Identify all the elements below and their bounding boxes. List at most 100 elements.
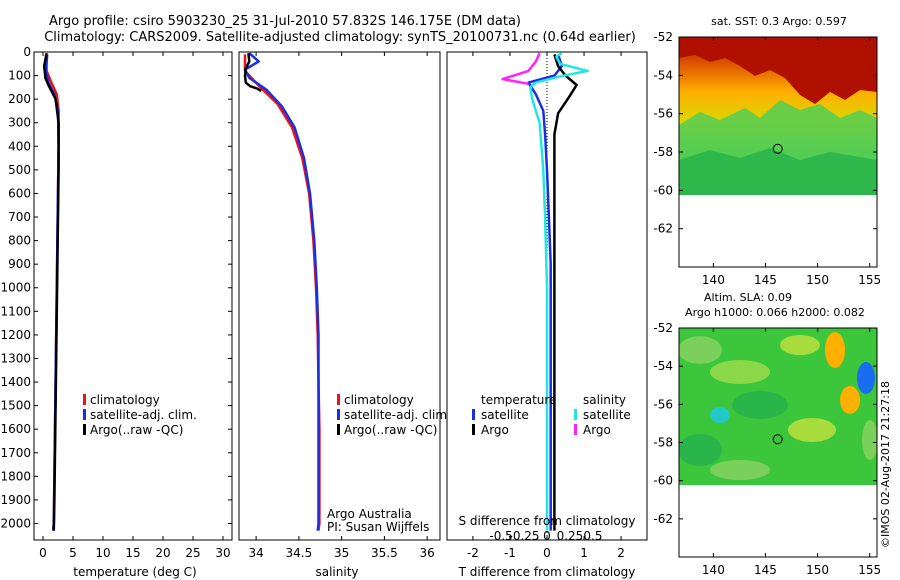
temperature-xlabel: temperature (deg C) [73, 565, 196, 579]
legend-title-temperature: temperature [481, 393, 556, 407]
sla-map-axis-ticks: 140 145 150 155 -52 -54 -56 -58 -60 -62 [653, 321, 881, 577]
depth-tick-label: 2000 [0, 516, 31, 530]
sst-map-title: sat. SST: 0.3 Argo: 0.597 [711, 15, 847, 28]
legend-label-t-satellite: satellite [481, 408, 529, 422]
legend-swatch-climatology [83, 394, 86, 405]
temperature-panel: 0100200300400500600700800900100011001200… [0, 45, 647, 579]
legend-label-argo: Argo(..raw -QC) [90, 423, 183, 437]
legend-label-s-argo: Argo [583, 423, 611, 437]
depth-tick-label: 1100 [0, 304, 31, 318]
imos-watermark: ©IMOS 02-Aug-2017 21:27:18 [879, 381, 892, 548]
x-tick-label: 0 [39, 546, 47, 560]
difference-legend: temperature salinity satellite Argo sate… [472, 393, 631, 437]
salinity-annotation-line1: Argo Australia [327, 507, 412, 521]
difference-panel: -2 -1 0 1 2 -0.5-0.25 0 0.25 0.5 temperature sa… [446, 51, 648, 579]
sla-heatmap [679, 328, 877, 485]
depth-tick-label: 600 [8, 186, 31, 200]
sst-map-axis-ticks: 140 145 150 155 -52 -54 -56 -58 -60 -62 [653, 30, 881, 287]
salinity-panel: 34 34.5 35 35.5 36 climatology satellite-adj… [238, 51, 451, 579]
salinity-axes-box [238, 51, 441, 541]
legend-label-argo: Argo(..raw -QC) [344, 423, 437, 437]
depth-tick-label: 200 [8, 92, 31, 106]
map-y-tick-label: -54 [653, 359, 673, 373]
sla-map-title-line1: Altim. SLA: 0.09 [704, 291, 792, 304]
map-y-tick-label: -58 [653, 145, 673, 159]
depth-tick-label: 1900 [0, 493, 31, 507]
s-tick-label: -0.5 [489, 529, 512, 543]
x-tick-label: 20 [155, 546, 170, 560]
s-difference-axis-ticks: -0.5-0.25 0 0.25 0.5 [489, 529, 602, 543]
depth-tick-label: 900 [8, 257, 31, 271]
legend-title-salinity: salinity [583, 393, 626, 407]
map-x-tick-label: 145 [754, 563, 777, 577]
t-difference-xlabel: T difference from climatology [458, 565, 636, 579]
map-y-tick-label: -52 [653, 321, 673, 335]
map-x-tick-label: 140 [702, 273, 725, 287]
x-tick-label: 2 [617, 546, 625, 560]
salinity-xlabel: salinity [315, 565, 358, 579]
legend-swatch-climatology [337, 394, 340, 405]
sla-map: Altim. SLA: 0.09 Argo h1000: 0.066 h2000… [653, 291, 881, 577]
x-tick-label: 25 [185, 546, 200, 560]
s-tick-label: -0.25 [509, 529, 540, 543]
legend-label-climatology: climatology [344, 393, 414, 407]
legend-swatch-satellite [83, 409, 86, 420]
map-y-tick-label: -60 [653, 474, 673, 488]
legend-swatch-t-argo [472, 424, 475, 435]
salinity-axis-ticks: 34 34.5 35 35.5 36 [248, 52, 435, 560]
legend-swatch-argo [83, 424, 86, 435]
sla-map-title-line2: Argo h1000: 0.066 h2000: 0.082 [685, 306, 865, 319]
map-y-tick-label: -62 [653, 512, 673, 526]
x-tick-label: 35.5 [371, 546, 398, 560]
depth-tick-label: 1600 [0, 422, 31, 436]
map-y-tick-label: -52 [653, 30, 673, 44]
t-difference-axis-ticks: -2 -1 0 1 2 [467, 52, 625, 560]
temperature-axes-box [33, 51, 233, 541]
temperature-profile-lines [42, 52, 60, 531]
map-x-tick-label: 150 [806, 563, 829, 577]
figure-title-line2: Climatology: CARS2009. Satellite-adjuste… [44, 30, 636, 45]
x-tick-label: 34.5 [286, 546, 313, 560]
legend-swatch-argo [337, 424, 340, 435]
depth-tick-label: 1800 [0, 469, 31, 483]
legend-label-satellite: satellite-adj. clim. [90, 408, 197, 422]
legend-swatch-s-satellite [574, 409, 577, 420]
difference-profile-lines [501, 52, 589, 531]
series-line-s-argo [501, 52, 541, 86]
x-tick-label: 1 [580, 546, 588, 560]
legend-label-t-argo: Argo [481, 423, 509, 437]
depth-tick-label: 1200 [0, 328, 31, 342]
x-tick-label: 30 [215, 546, 230, 560]
map-x-tick-label: 155 [858, 563, 881, 577]
depth-tick-label: 1000 [0, 281, 31, 295]
map-x-tick-label: 145 [754, 273, 777, 287]
argo-float-marker [772, 434, 783, 445]
s-tick-label: 0 [543, 529, 551, 543]
series-line-argo-raw-qc- [243, 53, 262, 92]
x-tick-label: 36 [420, 546, 435, 560]
legend-label-s-satellite: satellite [583, 408, 631, 422]
figure-title-line1: Argo profile: csiro 5903230_25 31-Jul-20… [49, 14, 521, 29]
depth-tick-label: 0 [23, 45, 31, 59]
x-tick-label: 0 [543, 546, 551, 560]
series-line-t-satellite [527, 54, 564, 531]
map-x-tick-label: 150 [806, 273, 829, 287]
map-y-tick-label: -62 [653, 222, 673, 236]
s-tick-label: 0.25 [557, 529, 584, 543]
salinity-profile-lines [243, 52, 321, 531]
salinity-legend: climatology satellite-adj. clim. Argo(..… [337, 393, 451, 437]
sst-heatmap [679, 37, 877, 195]
salinity-annotation-line2: PI: Susan Wijffels [327, 520, 429, 534]
depth-tick-label: 700 [8, 210, 31, 224]
series-line-satellite-adj-clim- [243, 52, 320, 531]
depth-tick-label: 1500 [0, 399, 31, 413]
depth-tick-label: 500 [8, 163, 31, 177]
map-x-tick-label: 140 [702, 563, 725, 577]
depth-tick-label: 800 [8, 234, 31, 248]
legend-swatch-satellite [337, 409, 340, 420]
depth-tick-label: 400 [8, 139, 31, 153]
x-tick-label: 5 [69, 546, 77, 560]
sst-map: sat. SST: 0.3 Argo: 0.597 140 145 150 155 -5… [653, 15, 881, 287]
series-line-s-satellite [529, 52, 589, 531]
